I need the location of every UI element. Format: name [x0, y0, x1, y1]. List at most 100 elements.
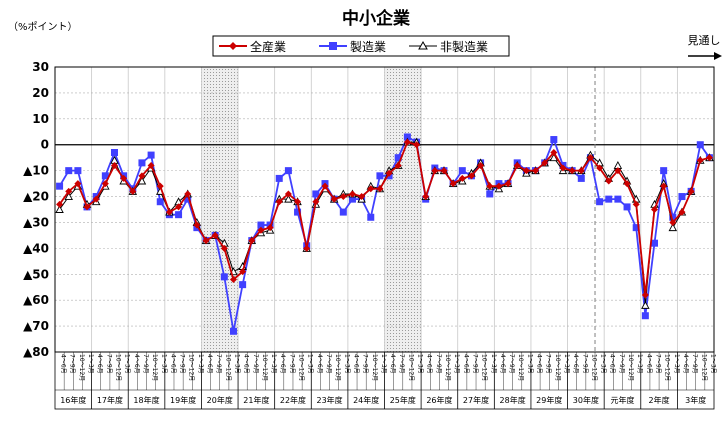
- data-point: [294, 208, 302, 216]
- fiscal-year-label: 3年度: [685, 395, 706, 405]
- fiscal-year-label: 23年度: [316, 395, 342, 405]
- forecast-label: 見通し: [688, 34, 721, 47]
- x-tick-label: 10～12月: [700, 354, 707, 381]
- data-point: [275, 174, 283, 182]
- data-point: [294, 198, 302, 206]
- x-tick-label: 10～12月: [481, 354, 488, 381]
- x-tick-label: 10～12月: [444, 354, 451, 381]
- data-point: [403, 133, 411, 141]
- shaded-period-1: [384, 67, 422, 352]
- x-tick-label: 4～6月: [316, 354, 323, 374]
- x-tick-label: 4～6月: [426, 354, 433, 374]
- x-tick-label: 4～6月: [609, 354, 616, 374]
- data-point: [156, 198, 164, 206]
- data-point: [65, 167, 73, 175]
- legend-item-all-industries: 全産業: [219, 39, 286, 54]
- legend-label-manufacturing: 製造業: [350, 40, 386, 54]
- y-tick-label: ▲50: [23, 267, 49, 281]
- legend-item-non-manufacturing: 非製造業: [409, 40, 488, 54]
- x-tick-label: 7～9月: [398, 354, 405, 374]
- data-point: [220, 273, 228, 281]
- x-tick-label: 1～3月: [709, 354, 716, 374]
- data-point: [577, 174, 585, 182]
- data-point: [669, 213, 677, 221]
- data-point: [229, 327, 237, 335]
- data-point: [632, 200, 640, 208]
- data-point: [668, 223, 678, 232]
- data-point: [687, 187, 695, 195]
- data-point: [358, 193, 366, 201]
- data-point: [568, 167, 576, 175]
- data-point: [522, 167, 530, 175]
- x-tick-label: 7～9月: [215, 354, 222, 374]
- data-point: [220, 244, 228, 252]
- x-tick-label: 1～3月: [526, 354, 533, 374]
- data-point: [101, 172, 109, 180]
- data-point: [678, 193, 686, 201]
- data-point: [641, 291, 649, 299]
- data-point: [586, 154, 594, 162]
- data-point: [632, 224, 640, 232]
- x-tick-label: 4～6月: [96, 354, 103, 374]
- data-point: [577, 167, 585, 175]
- data-point: [202, 237, 210, 245]
- forecast-arrow: [688, 52, 722, 60]
- y-tick-label: 20: [32, 86, 49, 100]
- data-point: [614, 167, 622, 175]
- data-point: [678, 208, 686, 216]
- data-point: [348, 195, 356, 203]
- data-point: [486, 190, 494, 198]
- legend-box: [212, 35, 510, 57]
- x-tick-label: 1～3月: [307, 354, 314, 374]
- data-point: [165, 208, 173, 216]
- x-tick-label: 4～6月: [499, 354, 506, 374]
- data-point: [284, 194, 293, 203]
- y-tick-label: ▲10: [23, 164, 49, 178]
- data-point: [367, 185, 375, 193]
- x-tick-label: 1～3月: [270, 354, 277, 374]
- x-tick-label: 10～12月: [407, 354, 414, 381]
- data-point: [367, 213, 375, 221]
- x-tick-label: 1～3月: [197, 354, 204, 374]
- data-point: [56, 200, 64, 208]
- data-point: [284, 167, 292, 175]
- data-point: [559, 164, 567, 172]
- fiscal-year-label: 2年度: [649, 395, 670, 405]
- x-tick-label: 4～6月: [133, 354, 140, 374]
- x-tick-label: 10～12月: [590, 354, 597, 381]
- data-point: [175, 211, 183, 219]
- x-tick-label: 10～12月: [114, 354, 121, 381]
- x-tick-label: 4～6月: [682, 354, 689, 374]
- x-tick-label: 10～12月: [517, 354, 524, 381]
- fiscal-year-label: 18年度: [133, 395, 159, 405]
- x-tick-label: 1～3月: [87, 354, 94, 374]
- data-point: [596, 164, 604, 172]
- data-point: [339, 208, 347, 216]
- data-point: [605, 195, 613, 203]
- fiscal-year-label: 20年度: [207, 395, 233, 405]
- x-tick-label: 7～9月: [471, 354, 478, 374]
- data-point: [137, 176, 147, 185]
- x-tick-label: 10～12月: [188, 354, 195, 381]
- fiscal-year-label: 16年度: [60, 395, 86, 405]
- chart-title: 中小企業: [342, 8, 410, 29]
- data-point: [660, 182, 668, 190]
- data-point: [175, 203, 183, 211]
- data-point: [312, 190, 320, 198]
- data-point: [248, 237, 256, 245]
- x-tick-label: 4～6月: [389, 354, 396, 374]
- data-point: [623, 180, 631, 188]
- data-point: [110, 161, 118, 169]
- y-tick-label: 0: [41, 138, 49, 152]
- fiscal-year-label: 26年度: [426, 395, 452, 405]
- data-point: [413, 141, 421, 149]
- data-point: [92, 195, 100, 203]
- data-point: [138, 172, 146, 180]
- data-point: [138, 159, 146, 167]
- data-point: [120, 174, 128, 182]
- x-tick-label: 4～6月: [206, 354, 213, 374]
- data-point: [211, 231, 219, 239]
- fiscal-year-label: 30年度: [573, 395, 599, 405]
- x-tick-label: 10～12月: [664, 354, 671, 381]
- data-point: [376, 172, 384, 180]
